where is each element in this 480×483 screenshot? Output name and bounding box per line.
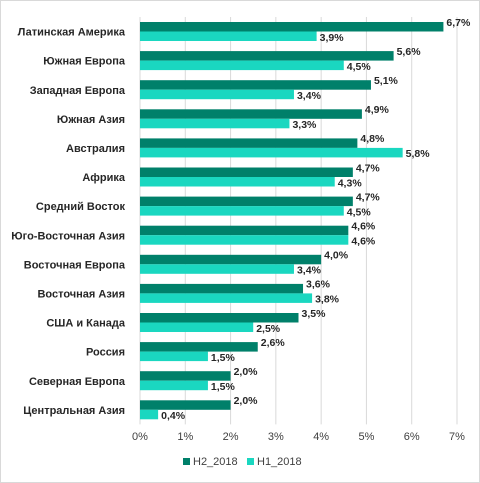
data-label: 4,7%: [356, 162, 381, 174]
category-label: Юго-Восточная Азия: [11, 230, 125, 242]
bar-h1-2018: [140, 293, 313, 303]
category-label: Южная Европа: [43, 56, 126, 68]
bar-h2-2018: [140, 342, 258, 352]
data-label: 3,4%: [297, 90, 322, 102]
bar-h1-2018: [140, 118, 290, 129]
bar-h1-2018: [140, 235, 349, 245]
bar-h1-2018: [140, 177, 335, 187]
x-tick-label: 0%: [132, 431, 148, 443]
bar-h2-2018: [140, 225, 349, 236]
bar-h2-2018: [140, 51, 394, 61]
data-label: 1,5%: [211, 352, 236, 364]
category-label: Латинская Америка: [18, 27, 126, 39]
data-label: 4,6%: [351, 220, 376, 232]
x-tick-label: 6%: [404, 431, 420, 443]
x-tick-label: 5%: [358, 431, 374, 443]
bar-h1-2018: [140, 31, 317, 41]
data-label: 2,0%: [234, 395, 259, 407]
data-label: 2,0%: [234, 366, 259, 378]
category-label: Западная Европа: [30, 85, 126, 97]
bar-h2-2018: [140, 109, 362, 119]
bar-h1-2018: [140, 322, 254, 332]
bar-h1-2018: [140, 206, 344, 216]
category-label: Южная Азия: [57, 114, 125, 126]
bar-h1-2018: [140, 380, 208, 391]
bar-h2-2018: [140, 22, 444, 32]
data-label: 3,3%: [292, 119, 317, 131]
category-labels: Латинская Америка Южная Европа Западная Ев…: [11, 27, 126, 417]
data-label: 3,9%: [320, 32, 345, 44]
data-label: 4,7%: [356, 191, 381, 203]
data-label: 4,5%: [347, 61, 372, 73]
data-label: 0,4%: [161, 410, 186, 422]
data-label: 4,3%: [338, 177, 363, 189]
category-label: Средний Восток: [36, 201, 126, 213]
bar-h2-2018: [140, 400, 231, 410]
gridlines: [139, 17, 458, 425]
data-label: 6,7%: [446, 17, 471, 29]
data-label: 3,4%: [297, 265, 322, 277]
category-label: Россия: [86, 347, 125, 359]
bar-h1-2018: [140, 60, 344, 71]
data-label: 3,5%: [302, 308, 327, 320]
x-tick-label: 3%: [268, 431, 284, 443]
category-label: Восточная Азия: [37, 288, 125, 300]
data-label: 1,5%: [211, 381, 236, 393]
data-label: 4,0%: [324, 250, 349, 262]
data-label: 5,6%: [397, 46, 422, 58]
legend: H2_2018 H1_2018: [183, 456, 302, 468]
x-tick-label: 1%: [177, 431, 193, 443]
bar-h2-2018: [140, 138, 358, 148]
data-label: 3,6%: [306, 279, 331, 291]
data-label: 2,6%: [261, 337, 286, 349]
bar-h2-2018: [140, 254, 322, 265]
bar-h2-2018: [140, 80, 371, 90]
bar-h1-2018: [140, 147, 403, 158]
bar-h1-2018: [140, 351, 208, 362]
bar-h2-2018: [140, 196, 353, 207]
category-label: Австралия: [66, 143, 125, 155]
x-axis-ticks: 0% 1% 2% 3% 4% 5% 6% 7%: [132, 431, 465, 443]
bar-h2-2018: [140, 167, 353, 177]
data-label: 4,6%: [351, 235, 376, 247]
data-label: 5,1%: [374, 75, 399, 87]
category-label: Восточная Европа: [24, 259, 126, 271]
category-label: Центральная Азия: [23, 405, 125, 417]
legend-label-h2: H2_2018: [193, 456, 238, 468]
bar-h1-2018: [140, 89, 294, 100]
bar-h2-2018: [140, 313, 299, 323]
x-tick-label: 4%: [313, 431, 329, 443]
category-label: США и Канада: [46, 318, 126, 330]
bar-h2-2018: [140, 371, 231, 381]
data-label: 3,8%: [315, 294, 340, 306]
data-labels: 6,7%3,9%5,6%4,5%5,1%3,4%4,9%3,3%4,8%5,8%…: [161, 17, 471, 422]
bar-h2-2018: [140, 283, 304, 294]
category-label: Африка: [82, 172, 126, 184]
bars: [140, 22, 444, 420]
data-label: 4,8%: [360, 133, 385, 145]
x-tick-label: 2%: [223, 431, 239, 443]
legend-swatch-h2: [183, 458, 190, 465]
data-label: 4,5%: [347, 206, 372, 218]
x-tick-label: 7%: [449, 431, 465, 443]
bar-h1-2018: [140, 264, 294, 274]
legend-swatch-h1: [247, 458, 254, 465]
data-label: 5,8%: [406, 148, 431, 160]
bar-h1-2018: [140, 409, 159, 420]
category-label: Северная Европа: [29, 376, 126, 388]
data-label: 2,5%: [256, 323, 281, 335]
legend-label-h1: H1_2018: [257, 456, 302, 468]
data-label: 4,9%: [365, 104, 390, 116]
